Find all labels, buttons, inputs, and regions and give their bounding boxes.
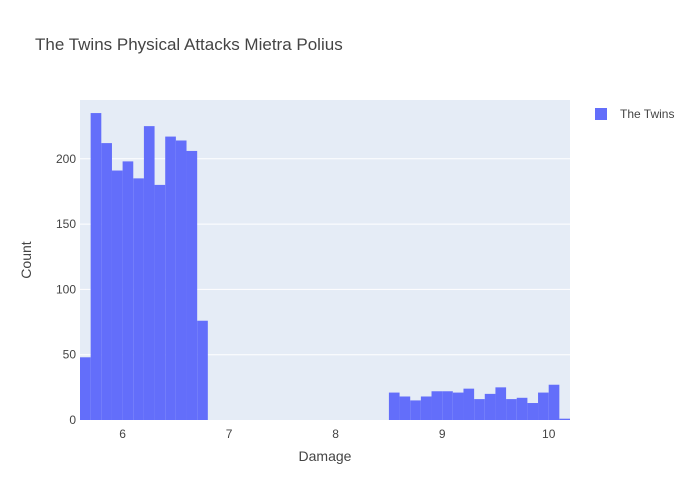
histogram-bar[interactable] [420,396,432,420]
histogram-bar[interactable] [122,161,134,420]
tick-labels: 0 50 100 150 200 6 7 8 9 10 [56,152,556,441]
y-tick-label: 100 [56,282,76,296]
bars [80,113,570,421]
histogram-bar[interactable] [399,396,411,420]
x-tick-label: 9 [439,427,446,441]
histogram-bar[interactable] [463,388,475,420]
histogram-bar[interactable] [101,143,112,420]
histogram-bar[interactable] [527,403,539,420]
histogram-bar[interactable] [548,384,560,420]
histogram-bar[interactable] [474,399,485,420]
histogram-bar[interactable] [133,178,144,420]
histogram-bar[interactable] [111,170,123,420]
legend[interactable]: The Twins [595,107,674,121]
histogram-bar[interactable] [538,392,549,420]
histogram-bar[interactable] [90,113,102,421]
histogram-bar[interactable] [197,320,208,420]
y-tick-label: 50 [63,348,77,362]
x-tick-label: 6 [119,427,126,441]
histogram-bar[interactable] [431,391,443,420]
x-tick-label: 7 [226,427,233,441]
x-axis-title: Damage [299,448,352,464]
histogram-bar[interactable] [388,392,400,420]
legend-label[interactable]: The Twins [620,107,674,121]
histogram-bar[interactable] [80,357,91,420]
histogram-bar[interactable] [516,397,528,420]
histogram-bar[interactable] [506,399,517,420]
histogram-bar[interactable] [154,184,166,420]
histogram-bar[interactable] [484,393,496,420]
y-tick-label: 0 [69,413,76,427]
x-tick-label: 10 [542,427,556,441]
histogram-bar[interactable] [143,126,155,421]
histogram-bar[interactable] [452,392,464,420]
x-tick-label: 8 [332,427,339,441]
chart-title: The Twins Physical Attacks Mietra Polius [35,35,343,54]
histogram-bar[interactable] [410,400,421,420]
y-axis-title: Count [18,241,34,278]
histogram-bar[interactable] [165,136,176,421]
y-tick-label: 150 [56,217,76,231]
histogram-bar[interactable] [186,150,198,420]
y-tick-label: 200 [56,152,76,166]
histogram-bar[interactable] [495,387,507,420]
histogram-bar[interactable] [442,391,453,420]
legend-swatch[interactable] [595,108,607,120]
histogram-bar[interactable] [175,140,187,420]
histogram-bar[interactable] [559,418,570,420]
